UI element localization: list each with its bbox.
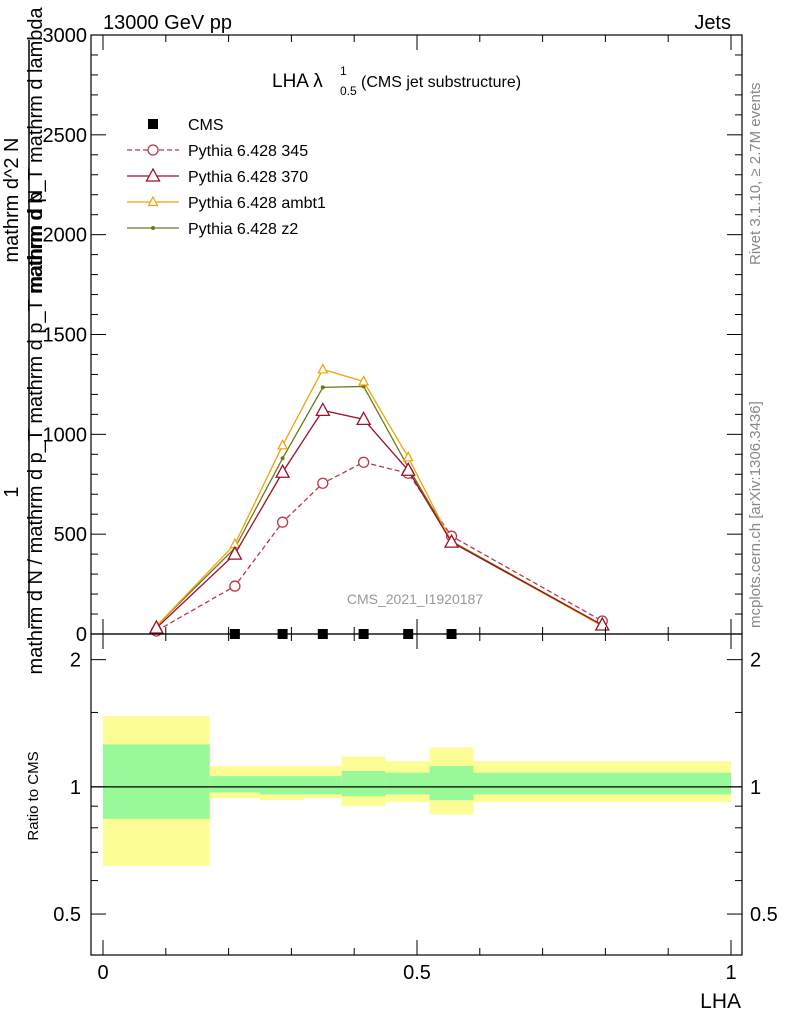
data-point-p370	[443, 533, 460, 548]
series-line-ambt1	[155, 368, 603, 627]
legend-entry-p370: Pythia 6.428 370	[127, 167, 308, 186]
header-process: Jets	[694, 12, 731, 34]
series-line-p370	[155, 409, 603, 629]
data-point-ambt1	[317, 363, 329, 374]
x-tick-label: 1	[725, 962, 736, 984]
legend-entry-ambt1: Pythia 6.428 ambt1	[127, 195, 326, 212]
ratio-band-inner	[385, 772, 430, 795]
y-tick-label: 3000	[43, 25, 88, 47]
y-axis-label-den: mathrm d N / mathrm d p_T mathrm d p_T m…	[25, 190, 47, 675]
data-point-z2	[320, 385, 325, 390]
ratio-tick-label-right: 2	[750, 650, 761, 672]
side-text-mcplots: mcplots.cern.ch [arXiv:1306.3436]	[747, 401, 764, 628]
ratio-band-inner	[473, 772, 731, 795]
series-p345	[150, 456, 608, 637]
data-point-ambt1	[402, 451, 414, 462]
legend-label-ambt1: Pythia 6.428 ambt1	[188, 195, 326, 212]
plot-title-main: LHA λ	[272, 71, 323, 92]
y-axis-label-den2: mathrm d p_T mathrm d lambda	[25, 6, 47, 292]
data-point-p370	[148, 619, 164, 634]
data-point-p370	[315, 402, 331, 417]
plot-title-suffix: (CMS jet substructure)	[361, 74, 521, 91]
ratio-band-inner	[341, 771, 386, 797]
data-point-p345	[276, 516, 289, 528]
legend-marker-ambt1	[147, 195, 159, 207]
data-point-p370	[227, 545, 243, 560]
ratio-band-inner	[209, 776, 260, 793]
x-tick-label: 0.5	[403, 962, 431, 984]
ratio-bands	[91, 716, 742, 866]
legend-label-p370: Pythia 6.428 370	[188, 169, 308, 186]
plot-title-superscript: 1	[340, 64, 347, 78]
data-point-p370	[356, 410, 372, 426]
legend-label-p345: Pythia 6.428 345	[188, 143, 308, 160]
legend-marker-p370	[145, 167, 161, 182]
y-axis-label-num2: mathrm d^2 N	[1, 138, 23, 263]
data-point-z2	[280, 456, 285, 461]
y-tick-label: 1500	[43, 325, 88, 347]
ratio-band-inner	[429, 766, 474, 801]
legend-marker-p345	[147, 144, 159, 156]
ratio-band-inner	[103, 744, 210, 819]
legend-label-cms: CMS	[188, 117, 224, 134]
legend-marker-cms	[148, 119, 158, 129]
plot-title: LHA λ	[272, 71, 323, 92]
x-axis-label: LHA	[700, 990, 741, 1013]
y-tick-label: 2000	[43, 225, 88, 247]
y-tick-label: 0	[76, 624, 87, 646]
data-point-ambt1	[277, 439, 289, 450]
legend: CMS Pythia 6.428 345 Pythia 6.428 370 Pythi…	[127, 117, 326, 238]
header-energy: 13000 GeV pp	[103, 12, 232, 34]
ratio-tick-label: 0.5	[53, 904, 81, 926]
y-tick-label: 1000	[43, 424, 88, 446]
legend-entry-p345: Pythia 6.428 345	[127, 143, 308, 160]
plot-title-subscript: 0.5	[340, 84, 357, 98]
data-point-p345	[357, 456, 370, 468]
side-text-rivet: Rivet 3.1.10, ≥ 2.7M events	[747, 83, 764, 266]
y-axis-label: 1 mathrm d N / mathrm d p_T mathrm d p_T…	[1, 6, 47, 674]
series-line-p345	[156, 461, 603, 632]
legend-entry-cms: CMS	[148, 117, 224, 134]
ratio-y-axis-label: Ratio to CMS	[25, 751, 42, 840]
ratio-tick-label: 1	[70, 777, 81, 799]
data-point-p370	[275, 463, 291, 478]
ratio-band-inner	[303, 776, 342, 795]
analysis-label: CMS_2021_I1920187	[347, 591, 483, 607]
legend-label-z2: Pythia 6.428 z2	[188, 221, 298, 238]
data-point-p370	[400, 461, 416, 476]
y-axis-label-num: 1	[1, 486, 23, 497]
y-tick-label: 500	[54, 524, 87, 546]
legend-marker-z2	[151, 226, 155, 230]
data-point-p345	[317, 477, 329, 489]
ratio-tick-label-right: 0.5	[750, 904, 778, 926]
y-tick-label: 2500	[43, 125, 88, 147]
axes: 0 500 1000 1500 2000 2500 3000 0 0.5 1 0.5 0.5 1 1 2 2	[43, 25, 778, 984]
data-point-p345	[229, 580, 241, 592]
ratio-band-inner	[260, 776, 304, 795]
x-tick-label: 0	[97, 962, 108, 984]
ratio-tick-label: 2	[70, 650, 81, 672]
data-point-ambt1	[358, 375, 370, 386]
legend-entry-z2: Pythia 6.428 z2	[127, 221, 298, 238]
ratio-tick-label-right: 1	[750, 777, 761, 799]
